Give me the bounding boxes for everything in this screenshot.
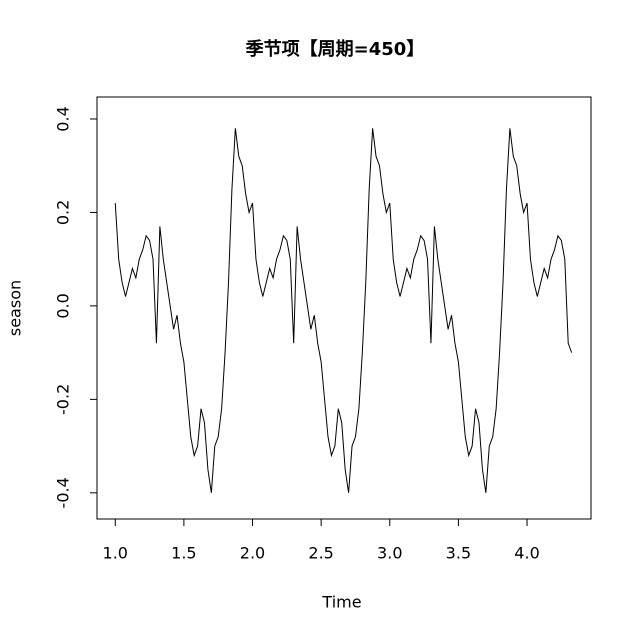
- x-tick-label: 2.5: [308, 544, 333, 563]
- y-axis-label: season: [6, 280, 25, 336]
- x-tick-label: 2.0: [240, 544, 265, 563]
- x-tick-label: 1.0: [103, 544, 128, 563]
- x-tick-label: 4.0: [514, 544, 539, 563]
- y-tick-label: 0.2: [54, 200, 73, 225]
- x-axis-label: Time: [321, 593, 361, 612]
- y-tick-label: -0.4: [54, 477, 73, 508]
- y-tick-label: -0.2: [54, 384, 73, 415]
- y-tick-label: 0.4: [54, 106, 73, 131]
- season-line: [114, 128, 573, 493]
- x-tick-label: 3.0: [377, 544, 402, 563]
- x-tick-label: 3.5: [446, 544, 471, 563]
- x-tick-label: 1.5: [171, 544, 196, 563]
- chart-title: 季节项【周期=450】: [246, 39, 425, 60]
- y-tick-label: 0.0: [54, 293, 73, 318]
